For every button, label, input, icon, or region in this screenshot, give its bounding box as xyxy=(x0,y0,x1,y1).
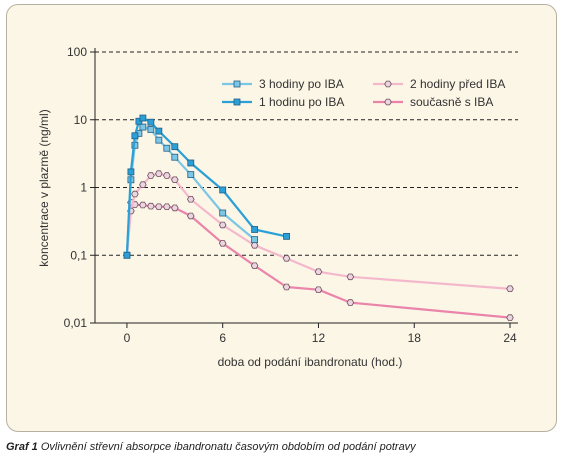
data-point xyxy=(171,176,179,184)
series-line xyxy=(125,125,256,256)
series-1 xyxy=(123,114,290,259)
y-tick-label: 0,01 xyxy=(64,316,88,330)
caption-text: Ovlivnění střevní absorpce ibandronatu č… xyxy=(40,441,416,453)
chart-panel xyxy=(6,4,557,432)
data-point xyxy=(314,286,323,294)
data-point xyxy=(139,201,147,209)
data-point xyxy=(282,283,291,291)
series-3 xyxy=(123,199,514,321)
legend-swatch-marker xyxy=(233,80,241,88)
y-tick-label: 0,1 xyxy=(70,248,87,262)
data-point xyxy=(314,268,323,276)
data-point xyxy=(218,221,227,229)
legend-item: 1 hodinu po IBA xyxy=(222,95,344,109)
x-tick-label: 24 xyxy=(503,331,517,345)
data-point xyxy=(282,255,291,262)
y-tick-label: 100 xyxy=(67,45,87,59)
data-point xyxy=(147,126,155,133)
data-point xyxy=(187,171,195,179)
series-0 xyxy=(123,123,259,259)
data-point xyxy=(219,186,227,194)
data-point xyxy=(251,236,259,244)
legend-label: 3 hodiny po IBA xyxy=(259,77,344,91)
data-point xyxy=(283,232,290,240)
y-tick-label: 1 xyxy=(80,181,87,195)
data-point xyxy=(155,170,163,177)
data-point xyxy=(155,127,163,135)
series-line xyxy=(125,201,511,319)
grid-lines xyxy=(95,51,518,324)
data-point xyxy=(163,144,171,152)
data-point xyxy=(187,195,195,203)
legend-swatch-marker xyxy=(384,98,392,106)
data-point xyxy=(171,143,179,151)
data-point xyxy=(147,118,155,126)
data-point xyxy=(155,136,163,144)
legend-item: 3 hodiny po IBA xyxy=(222,77,344,91)
data-point xyxy=(155,203,163,211)
legend-item: 2 hodiny před IBA xyxy=(373,77,505,91)
x-tick-label: 12 xyxy=(312,331,326,345)
data-point xyxy=(139,123,147,131)
data-point xyxy=(163,203,171,211)
data-point xyxy=(250,242,259,249)
series-layer xyxy=(123,114,514,321)
data-point xyxy=(139,181,147,189)
legend-label: 1 hodinu po IBA xyxy=(259,95,344,109)
data-point xyxy=(147,202,155,210)
axes: 0,01 0,1 1 10 100 0 6 12 18 24 xyxy=(64,45,518,345)
data-point xyxy=(123,251,131,259)
data-point xyxy=(506,285,514,293)
data-point xyxy=(139,114,147,122)
data-point xyxy=(147,172,155,179)
data-point xyxy=(506,314,514,321)
data-point xyxy=(131,190,139,198)
data-point xyxy=(187,159,195,167)
series-2 xyxy=(123,170,514,293)
x-tick-label: 18 xyxy=(408,331,422,345)
figure-caption: Graf 1 Ovlivnění střevní absorpce ibandr… xyxy=(6,441,416,453)
legend-swatch-marker xyxy=(384,80,392,88)
data-point xyxy=(131,132,139,140)
data-point xyxy=(187,212,195,220)
x-tick-label: 0 xyxy=(124,331,131,345)
chart-svg: 0,01 0,1 1 10 100 0 6 12 18 24 3 hodiny po IBA 1 h… xyxy=(37,45,518,369)
caption-lead: Graf 1 xyxy=(6,441,38,453)
x-axis-label: doba od podání ibandronatu (hod.) xyxy=(218,355,403,369)
series-line xyxy=(125,116,287,256)
legend-label: současně s IBA xyxy=(410,95,493,109)
y-axis-label: koncentrace v plazmě (ng/ml) xyxy=(37,109,51,266)
data-point xyxy=(250,262,259,270)
data-point xyxy=(346,299,355,306)
legend-swatch-marker xyxy=(233,98,241,106)
data-point xyxy=(171,204,179,212)
legend-item: současně s IBA xyxy=(373,95,493,109)
legend: 3 hodiny po IBA 1 hodinu po IBA 2 hodiny p… xyxy=(222,77,505,109)
data-point xyxy=(218,240,227,247)
y-tick-label: 10 xyxy=(74,113,88,127)
data-point xyxy=(171,153,179,161)
data-point xyxy=(163,172,171,179)
legend-label: 2 hodiny před IBA xyxy=(410,77,505,91)
x-tick-label: 6 xyxy=(219,331,226,345)
data-point xyxy=(127,168,135,176)
data-point xyxy=(251,226,259,233)
data-point xyxy=(346,273,355,281)
data-point xyxy=(219,209,227,217)
